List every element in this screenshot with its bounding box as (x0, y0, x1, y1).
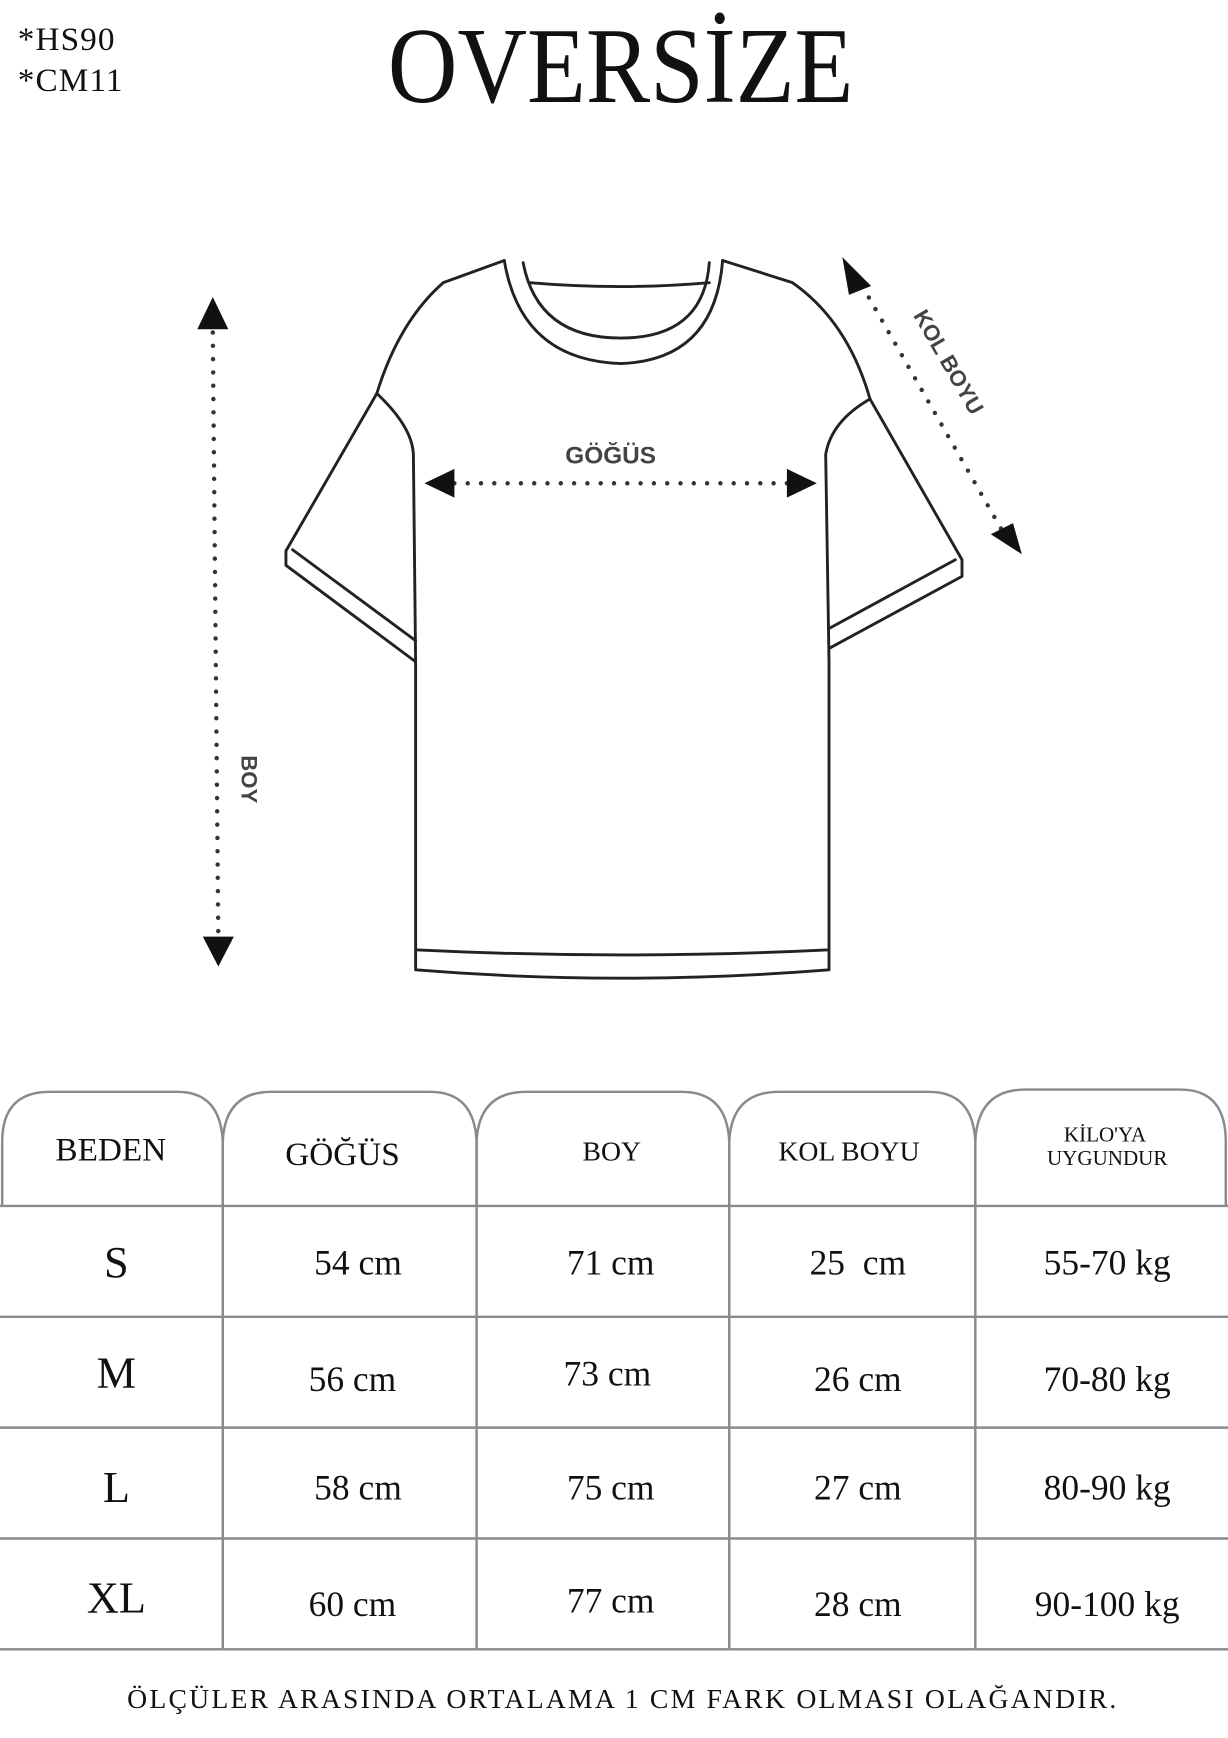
product-code-2: *CM11 (18, 62, 124, 99)
header-size: BEDEN (55, 1132, 166, 1169)
cell-size: L (103, 1462, 130, 1512)
cell-weight: 55-70 kg (1044, 1243, 1171, 1283)
tshirt-outline (284, 259, 964, 980)
product-code-1: *HS90 (18, 21, 116, 58)
table-row: S 54 cm 71 cm 25 cm 55-70 kg (104, 1237, 1171, 1287)
length-arrow (197, 297, 234, 967)
cell-size: M (97, 1348, 136, 1398)
cell-weight: 70-80 kg (1044, 1359, 1171, 1399)
header-sleeve: KOL BOYU (778, 1136, 919, 1167)
cell-weight: 80-90 kg (1044, 1468, 1171, 1508)
sleeve-arrow (842, 257, 1022, 555)
table-row: M 56 cm 73 cm 26 cm 70-80 kg (97, 1348, 1171, 1399)
cell-size: S (104, 1237, 129, 1287)
sleeve-label: KOL BOYU (909, 305, 989, 418)
cell-sleeve: 28 cm (814, 1584, 902, 1624)
cell-length: 75 cm (567, 1468, 655, 1508)
chest-arrow (424, 468, 817, 498)
table-row: L 58 cm 75 cm 27 cm 80-90 kg (103, 1462, 1171, 1512)
cell-weight: 90-100 kg (1035, 1584, 1180, 1624)
header-length: BOY (583, 1136, 641, 1167)
cell-sleeve: 25 cm (810, 1243, 907, 1283)
cell-chest: 60 cm (309, 1584, 397, 1624)
cell-length: 77 cm (567, 1581, 655, 1621)
length-label: BOY (237, 755, 262, 803)
cell-size: XL (87, 1573, 146, 1623)
cell-sleeve: 27 cm (814, 1468, 902, 1508)
cell-length: 71 cm (567, 1243, 655, 1283)
header-weight-line1: KİLO'YA (1064, 1123, 1147, 1147)
footer-note: ÖLÇÜLER ARASINDA ORTALAMA 1 CM FARK OLMA… (127, 1683, 1118, 1714)
chest-label: GÖĞÜS (565, 441, 656, 469)
cell-chest: 56 cm (309, 1359, 397, 1399)
header-weight-line2: UYGUNDUR (1047, 1146, 1167, 1170)
cell-sleeve: 26 cm (814, 1359, 902, 1399)
header-chest: GÖĞÜS (285, 1136, 400, 1173)
page-title: OVERSİZE (388, 6, 853, 126)
cell-chest: 58 cm (314, 1468, 402, 1508)
cell-chest: 54 cm (314, 1243, 402, 1283)
table-row: XL 60 cm 77 cm 28 cm 90-100 kg (87, 1573, 1180, 1624)
size-table (0, 1088, 1228, 1651)
cell-length: 73 cm (564, 1354, 652, 1394)
